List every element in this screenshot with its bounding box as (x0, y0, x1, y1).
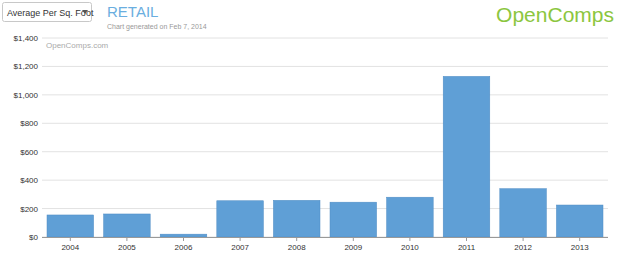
y-tick-label: $1,400 (14, 34, 39, 43)
x-tick (70, 237, 71, 241)
bar (500, 189, 547, 237)
bar (443, 76, 490, 237)
bar (47, 215, 94, 237)
x-tick-label: 2010 (401, 243, 419, 252)
x-tick (126, 237, 127, 241)
title: RETAIL (107, 3, 158, 20)
logo: OpenComps (496, 3, 614, 26)
grid-line (42, 94, 608, 95)
dropdown-arrow[interactable] (82, 10, 88, 14)
bar (104, 214, 151, 237)
x-tick-label: 2008 (288, 243, 306, 252)
grid (42, 38, 608, 237)
grid-line (42, 151, 608, 152)
bar (217, 201, 264, 237)
bar (387, 197, 434, 237)
x-tick (183, 237, 184, 241)
x-tick-label: 2012 (514, 243, 532, 252)
dropdown-label[interactable]: Average Per Sq. Foot (7, 8, 94, 18)
y-tick-label: $400 (20, 176, 38, 185)
x-tick (409, 237, 410, 241)
subtitle: Chart generated on Feb 7, 2014 (107, 23, 207, 31)
y-tick-label: $0 (29, 233, 38, 242)
x-tick (296, 237, 297, 241)
x-tick-label: 2005 (118, 243, 136, 252)
grid-line (42, 180, 608, 181)
x-tick (466, 237, 467, 241)
x-tick-label: 2009 (344, 243, 362, 252)
bar (556, 205, 603, 237)
watermark: OpenComps.com (46, 41, 109, 50)
x-tick-label: 2011 (458, 243, 476, 252)
x-tick (579, 237, 580, 241)
x-tick-label: 2006 (175, 243, 193, 252)
y-tick-label: $1,200 (14, 62, 39, 71)
bar (273, 200, 320, 237)
x-tick (523, 237, 524, 241)
x-tick (353, 237, 354, 241)
y-tick-label: $600 (20, 148, 38, 157)
chart: Average Per Sq. Foot RETAIL Chart generate… (0, 0, 624, 257)
bar (330, 202, 377, 237)
y-tick-label: $1,000 (14, 91, 39, 100)
x-tick (240, 237, 241, 241)
bar (160, 234, 207, 237)
x-tick-label: 2007 (231, 243, 249, 252)
y-tick-label: $800 (20, 119, 38, 128)
x-tick-label: 2004 (61, 243, 79, 252)
grid-line (42, 38, 608, 39)
grid-line (42, 123, 608, 124)
bars (47, 76, 603, 237)
grid-line (42, 66, 608, 67)
x-tick-label: 2013 (571, 243, 589, 252)
y-tick-label: $200 (20, 205, 38, 214)
